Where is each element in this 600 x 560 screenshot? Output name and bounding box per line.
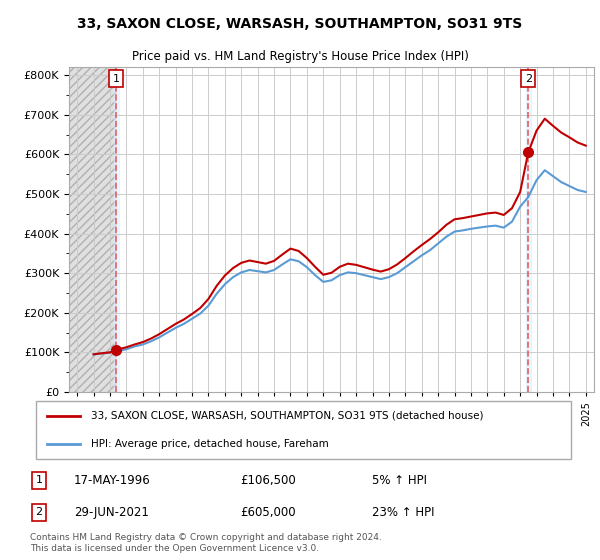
Text: 2: 2 xyxy=(524,74,532,83)
Text: 1: 1 xyxy=(113,74,120,83)
FancyBboxPatch shape xyxy=(35,401,571,459)
Bar xyxy=(526,67,530,392)
Text: 33, SAXON CLOSE, WARSASH, SOUTHAMPTON, SO31 9TS: 33, SAXON CLOSE, WARSASH, SOUTHAMPTON, S… xyxy=(77,17,523,31)
Text: 17-MAY-1996: 17-MAY-1996 xyxy=(74,474,151,487)
Text: Contains HM Land Registry data © Crown copyright and database right 2024.
This d: Contains HM Land Registry data © Crown c… xyxy=(30,533,382,553)
Text: 1: 1 xyxy=(35,475,43,485)
Text: 5% ↑ HPI: 5% ↑ HPI xyxy=(372,474,427,487)
Text: 29-JUN-2021: 29-JUN-2021 xyxy=(74,506,149,519)
Text: 23% ↑ HPI: 23% ↑ HPI xyxy=(372,506,435,519)
Text: HPI: Average price, detached house, Fareham: HPI: Average price, detached house, Fare… xyxy=(91,439,328,449)
Text: £106,500: £106,500 xyxy=(240,474,296,487)
Text: £605,000: £605,000 xyxy=(240,506,295,519)
Text: 33, SAXON CLOSE, WARSASH, SOUTHAMPTON, SO31 9TS (detached house): 33, SAXON CLOSE, WARSASH, SOUTHAMPTON, S… xyxy=(91,410,483,421)
Text: 2: 2 xyxy=(35,507,43,517)
Bar xyxy=(69,67,116,392)
Bar xyxy=(69,67,116,392)
Text: Price paid vs. HM Land Registry's House Price Index (HPI): Price paid vs. HM Land Registry's House … xyxy=(131,50,469,63)
Bar xyxy=(114,67,119,392)
